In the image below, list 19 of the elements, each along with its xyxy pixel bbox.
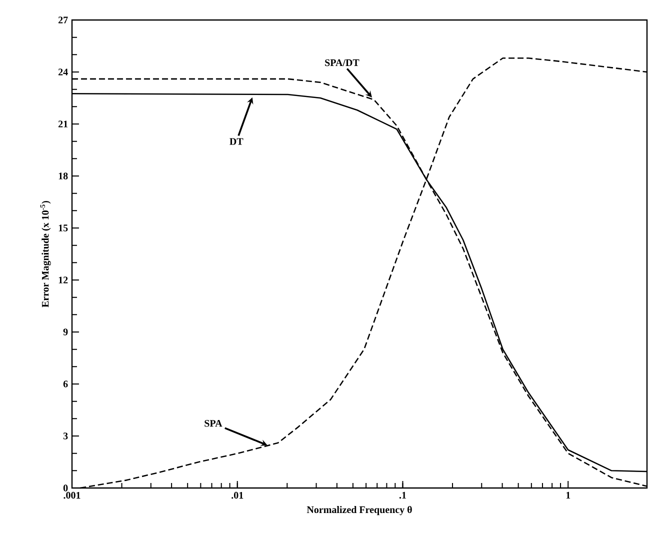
- y-tick-label: 3: [63, 432, 68, 440]
- annotation: SPA: [204, 420, 222, 427]
- y-tick-label: 18: [58, 172, 68, 180]
- annotation: SPA/DT: [325, 59, 360, 66]
- y-tick-label: 6: [63, 380, 68, 388]
- x-tick-label: .01: [232, 492, 244, 499]
- x-tick-label: .1: [399, 492, 406, 499]
- y-tick-label: 12: [58, 276, 68, 284]
- x-axis-title: Normalized Frequency θ: [306, 506, 412, 516]
- x-tick-label: .001: [64, 492, 80, 499]
- y-tick-label: 0: [63, 484, 68, 492]
- y-tick-label: 9: [63, 328, 68, 336]
- annotation: DT: [230, 138, 244, 145]
- y-tick-label: 15: [58, 224, 68, 232]
- y-axis-title: Error Magnitude (x 10$^{-5}$): [40, 200, 51, 308]
- y-tick-label: 27: [58, 16, 68, 24]
- y-tick-label: 21: [58, 120, 68, 128]
- x-tick-label: 1: [566, 492, 570, 499]
- y-tick-label: 24: [58, 68, 68, 76]
